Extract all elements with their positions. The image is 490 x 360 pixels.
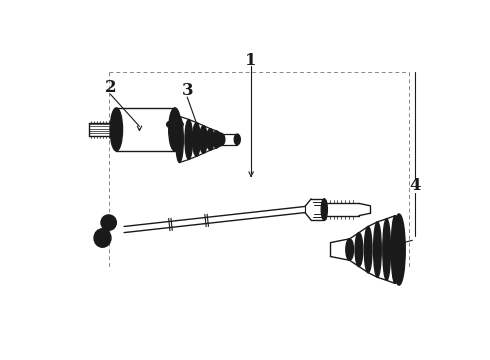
- Ellipse shape: [193, 122, 200, 156]
- Ellipse shape: [213, 131, 220, 148]
- Ellipse shape: [101, 215, 117, 230]
- Ellipse shape: [355, 233, 363, 266]
- Ellipse shape: [169, 108, 181, 151]
- Ellipse shape: [321, 199, 327, 220]
- Ellipse shape: [199, 126, 207, 153]
- Text: 2: 2: [104, 79, 116, 96]
- Ellipse shape: [171, 116, 179, 143]
- Ellipse shape: [346, 239, 354, 260]
- Text: 3: 3: [181, 82, 193, 99]
- Ellipse shape: [176, 116, 183, 163]
- Ellipse shape: [373, 222, 381, 277]
- Ellipse shape: [167, 121, 172, 127]
- Ellipse shape: [94, 229, 111, 247]
- Ellipse shape: [391, 216, 399, 283]
- Ellipse shape: [110, 108, 122, 151]
- Ellipse shape: [217, 133, 225, 145]
- Ellipse shape: [383, 219, 391, 280]
- Ellipse shape: [172, 136, 178, 143]
- Ellipse shape: [365, 226, 372, 273]
- Text: 4: 4: [409, 177, 421, 194]
- Ellipse shape: [177, 121, 183, 127]
- Ellipse shape: [206, 129, 214, 150]
- Ellipse shape: [185, 120, 193, 159]
- Ellipse shape: [234, 134, 241, 145]
- Ellipse shape: [393, 214, 405, 285]
- Ellipse shape: [235, 136, 240, 143]
- Ellipse shape: [394, 222, 404, 277]
- Text: 1: 1: [245, 51, 257, 69]
